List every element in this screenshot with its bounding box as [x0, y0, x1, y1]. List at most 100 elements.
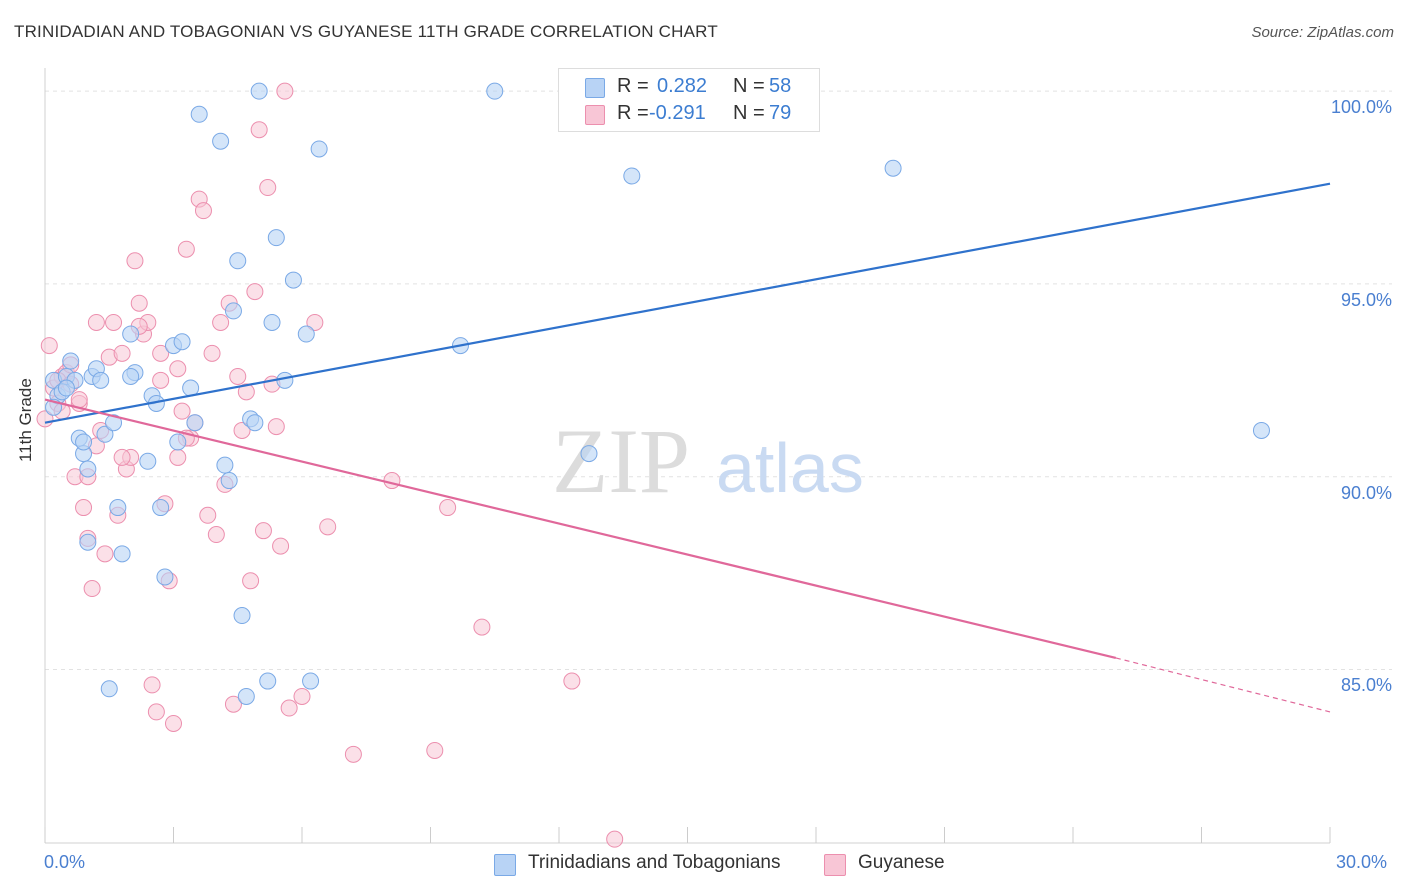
trinidadian-point — [62, 352, 80, 370]
legend-n-label: N = — [733, 102, 765, 124]
guyanese-point — [224, 695, 242, 713]
guyanese-point — [272, 537, 290, 555]
guyanese-point — [259, 179, 277, 197]
trinidadian-point — [92, 371, 110, 389]
legend-row-trinidadian: R = 0.282 N = 58 — [559, 73, 817, 101]
legend-swatch-guyanese — [585, 105, 605, 125]
trinidadian-point — [276, 371, 294, 389]
legend-row-guyanese: R = -0.291 N = 79 — [559, 100, 817, 128]
guyanese-point — [306, 313, 324, 331]
trinidadian-point — [79, 533, 97, 551]
legend-r-value: -0.291 — [649, 102, 706, 124]
guyanese-point — [147, 703, 165, 721]
guyanese-point — [152, 344, 170, 362]
trinidadian-point — [1252, 421, 1270, 439]
trinidadian-point — [310, 140, 328, 158]
trinidadian-point — [212, 132, 230, 150]
guyanese-point — [199, 506, 217, 524]
guyanese-point — [383, 472, 401, 490]
guyanese-point — [344, 745, 362, 763]
guyanese-point — [229, 367, 247, 385]
legend-r-label: R = — [617, 102, 649, 124]
guyanese-point — [105, 313, 123, 331]
guyanese-point — [70, 391, 88, 409]
bottom-legend-swatch-trinidadian — [494, 854, 516, 876]
series-guyanese-points — [36, 82, 624, 848]
guyanese-point — [194, 202, 212, 220]
trinidadian-point — [216, 456, 234, 474]
bottom-legend-label-trinidadian: Trinidadians and Tobagonians — [528, 852, 781, 873]
trinidadian-point — [302, 672, 320, 690]
guyanese-point — [207, 526, 225, 544]
trinidadian-point — [122, 325, 140, 343]
guyanese-point — [96, 545, 114, 563]
watermark-zip: ZIP — [552, 410, 690, 512]
guyanese-point — [293, 687, 311, 705]
y-tick-label: 90.0% — [1340, 482, 1392, 503]
trinidadian-point — [105, 414, 123, 432]
guyanese-point — [40, 337, 58, 355]
legend-n-label: N = — [733, 75, 765, 97]
y-tick-label: 85.0% — [1340, 675, 1392, 696]
guyanese-point — [237, 383, 255, 401]
trinidadian-point — [486, 82, 504, 100]
trinidadian-point — [173, 333, 191, 351]
guyanese-point — [152, 371, 170, 389]
watermark: ZIP atlas — [552, 410, 864, 512]
trinidadian-point — [109, 499, 127, 517]
series-trinidadian-points — [45, 82, 1270, 705]
axes — [44, 68, 1331, 844]
trinidadian-point — [169, 433, 187, 451]
chart-title: TRINIDADIAN AND TOBAGONIAN VS GUYANESE 1… — [14, 22, 718, 41]
y-tick-label: 100.0% — [1330, 97, 1392, 118]
trinidadian-point — [623, 167, 641, 185]
trinidadian-point — [237, 687, 255, 705]
legend-box: R = 0.282 N = 58 R = -0.291 N = 79 — [558, 68, 820, 132]
trinidadian-point — [284, 271, 302, 289]
grid-lines — [45, 90, 1392, 670]
guyanese-point — [606, 830, 624, 848]
trinidadian-point — [113, 545, 131, 563]
trinidadian-point — [79, 460, 97, 478]
guyanese-point — [246, 283, 264, 301]
legend-swatch-trinidadian — [585, 78, 605, 98]
guyanese-trend-extension — [1115, 657, 1331, 713]
y-tick-label: 95.0% — [1340, 289, 1392, 310]
trinidadian-point — [152, 499, 170, 517]
trinidadian-point — [580, 445, 598, 463]
trinidadian-point — [100, 680, 118, 698]
trinidadian-point — [75, 433, 93, 451]
guyanese-point — [169, 448, 187, 466]
trend-lines — [44, 182, 1331, 713]
trinidadian-point — [229, 252, 247, 270]
x-tick-label-min: 0.0% — [44, 852, 86, 872]
guyanese-point — [173, 402, 191, 420]
guyanese-point — [113, 344, 131, 362]
trinidadian-point — [259, 672, 277, 690]
legend-n-value: 58 — [769, 75, 792, 97]
guyanese-point — [177, 240, 195, 258]
bottom-legend-swatch-guyanese — [824, 854, 846, 876]
trinidadian-point — [267, 229, 285, 247]
guyanese-point — [267, 418, 285, 436]
guyanese-point — [165, 714, 182, 732]
guyanese-point — [473, 618, 491, 636]
legend-n-value: 79 — [769, 102, 792, 124]
guyanese-point — [126, 252, 144, 270]
trinidadian-point — [122, 367, 140, 385]
guyanese-point — [130, 294, 148, 312]
guyanese-point — [250, 121, 268, 139]
trinidadian-point — [263, 313, 281, 331]
trinidadian-point — [156, 568, 174, 586]
trinidadian-point — [250, 82, 268, 100]
trinidadian-point — [96, 425, 114, 443]
guyanese-point — [169, 360, 187, 378]
guyanese-trend-line — [44, 398, 1117, 659]
trinidadian-point — [246, 414, 264, 432]
legend-r-label: R = — [617, 75, 649, 97]
guyanese-point — [203, 344, 221, 362]
guyanese-point — [426, 741, 444, 759]
guyanese-point — [280, 699, 298, 717]
guyanese-point — [212, 313, 230, 331]
